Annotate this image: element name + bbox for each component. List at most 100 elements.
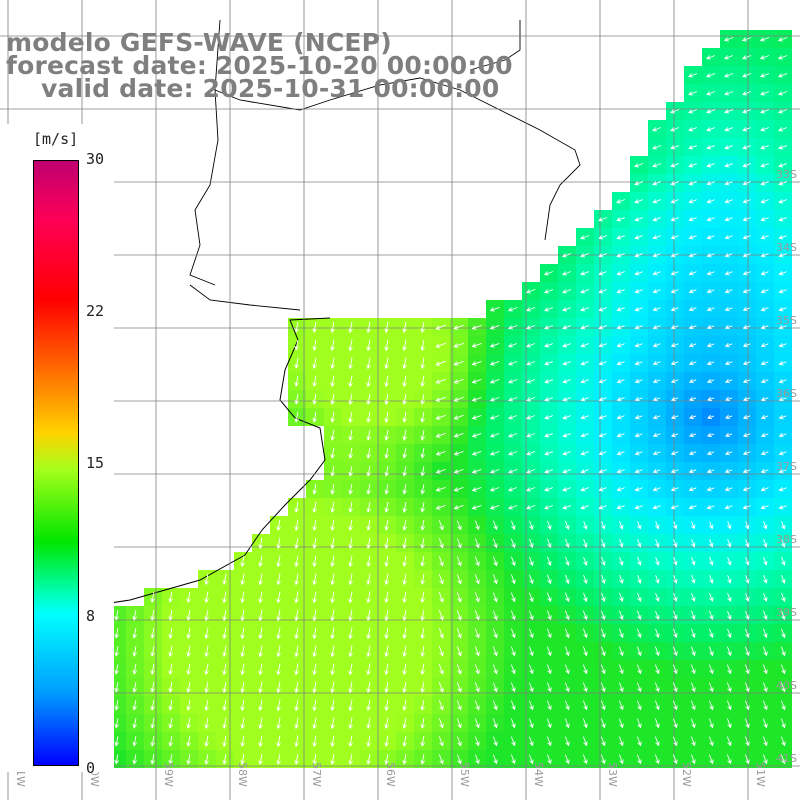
wind-vector	[742, 145, 752, 150]
wind-vector	[312, 591, 317, 604]
wind-vector	[672, 718, 678, 729]
wind-vector	[745, 592, 750, 602]
wind-vector	[742, 414, 751, 420]
wind-vector	[780, 736, 786, 747]
wind-vector	[564, 628, 570, 639]
wind-vector	[222, 627, 227, 640]
wind-vector	[384, 321, 389, 334]
wind-vector	[312, 393, 317, 405]
model-title: modelo GEFS-WAVE (NCEP)	[6, 28, 392, 57]
wind-vector	[709, 521, 714, 530]
wind-vector	[690, 736, 696, 747]
wind-vector	[600, 736, 606, 747]
wind-vector	[652, 270, 661, 276]
wind-vector	[580, 289, 590, 294]
wind-vector	[258, 555, 263, 568]
wind-vector	[312, 735, 317, 748]
wind-vector	[456, 610, 462, 621]
wind-vector	[348, 735, 353, 748]
wind-vector	[420, 699, 425, 711]
wind-vector	[330, 537, 335, 550]
wind-vector	[453, 414, 464, 420]
wind-vector	[670, 432, 679, 438]
wind-vector	[330, 357, 335, 370]
wind-vector	[492, 628, 498, 639]
wind-vector	[544, 307, 554, 312]
wind-vector	[580, 307, 590, 312]
wind-vector	[420, 484, 426, 495]
wind-vector	[544, 379, 554, 384]
wind-vector	[616, 235, 625, 240]
wind-vector	[453, 360, 464, 366]
wind-vector	[276, 753, 281, 766]
wind-vector	[709, 592, 714, 602]
wind-vector	[760, 306, 769, 312]
wind-vector	[688, 253, 697, 258]
wind-vector	[204, 591, 209, 604]
wind-vector	[688, 234, 697, 240]
wind-vector	[634, 163, 644, 168]
wind-vector	[619, 592, 624, 602]
wind-vector	[706, 486, 715, 492]
wind-vector	[688, 91, 698, 96]
wind-vector	[240, 681, 245, 694]
wind-vector	[384, 609, 389, 622]
wind-vector	[742, 109, 752, 114]
wind-vector	[562, 307, 572, 312]
wind-vector	[616, 289, 625, 294]
wind-vector	[562, 397, 571, 402]
wind-vector	[652, 378, 661, 384]
wind-vector	[150, 754, 155, 765]
wind-vector	[348, 429, 353, 441]
wind-vector	[778, 288, 787, 294]
wind-vector	[168, 699, 173, 711]
wind-vector	[240, 699, 245, 712]
wind-vector	[600, 700, 606, 711]
wind-vector	[598, 379, 607, 384]
wind-vector	[348, 466, 353, 477]
wind-vector	[619, 610, 624, 621]
wind-vector	[132, 628, 137, 639]
wind-vector	[598, 432, 607, 438]
wind-vector	[366, 466, 371, 477]
wind-vector	[706, 324, 715, 330]
wind-vector	[582, 736, 588, 747]
wind-vector	[744, 754, 750, 765]
wind-vector	[706, 378, 715, 384]
wind-vector	[453, 342, 464, 348]
wind-vector	[652, 217, 661, 222]
wind-vector	[670, 216, 679, 222]
wind-vector	[471, 414, 482, 420]
wind-vector	[618, 754, 624, 765]
wind-vector	[402, 555, 407, 568]
wind-vector	[204, 735, 209, 747]
wind-vector	[598, 343, 607, 348]
wind-vector	[546, 700, 552, 711]
wind-vector	[384, 429, 389, 441]
wind-vector	[580, 396, 589, 402]
wind-vector	[402, 537, 407, 549]
wind-vector	[240, 555, 245, 568]
wind-vector	[402, 502, 407, 513]
wind-vector	[258, 591, 263, 604]
wind-vector	[580, 487, 589, 492]
wind-vector	[583, 520, 588, 530]
wind-vector	[564, 718, 570, 729]
wind-vector	[420, 339, 425, 352]
wind-vector	[330, 735, 335, 748]
wind-vector	[547, 538, 552, 548]
wind-vector	[150, 718, 155, 729]
wind-vector	[655, 592, 660, 602]
wind-vector	[276, 537, 281, 550]
wind-vector	[706, 181, 715, 186]
wind-vector	[726, 754, 732, 765]
wind-vector	[745, 574, 750, 584]
wind-vector	[582, 754, 588, 765]
wind-vector	[601, 610, 606, 621]
wind-vector	[402, 591, 407, 604]
wind-vector	[168, 645, 173, 658]
wind-vector	[742, 505, 751, 510]
wind-vector	[670, 324, 679, 330]
wind-vector	[168, 591, 173, 603]
